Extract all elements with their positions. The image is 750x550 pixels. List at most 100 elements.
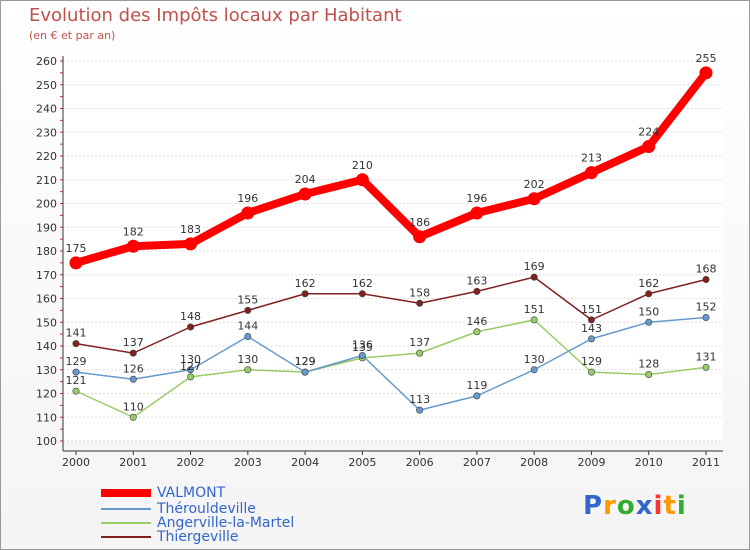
series-line-3 [75, 276, 707, 354]
data-point [184, 237, 198, 251]
data-point [642, 140, 656, 153]
data-label: 119 [466, 379, 487, 392]
data-label: 163 [466, 274, 487, 287]
data-label: 204 [295, 173, 316, 186]
legend-item-valmont: VALMONT [101, 485, 361, 501]
x-tick-label: 2005 [348, 456, 376, 469]
y-tick-label: 150 [36, 316, 57, 329]
data-label: 137 [123, 336, 144, 349]
data-label: 128 [638, 358, 659, 371]
data-point [129, 375, 137, 383]
y-tick-label: 100 [36, 435, 57, 448]
data-point [699, 66, 713, 80]
data-point [244, 306, 252, 314]
data-point [358, 351, 366, 359]
data-label: 162 [352, 277, 373, 290]
data-point [645, 290, 653, 298]
data-label: 168 [696, 263, 717, 276]
x-tick-label: 2001 [119, 456, 147, 469]
chart-title: Evolution des Impôts locaux par Habitant [29, 5, 402, 26]
data-label: 150 [638, 305, 659, 318]
logo-letter: P [583, 491, 604, 521]
data-label: 129 [581, 355, 602, 368]
series-line-1 [75, 316, 707, 411]
data-label: 144 [237, 320, 258, 333]
data-label: 158 [409, 286, 430, 299]
data-label: 162 [295, 277, 316, 290]
y-tick-label: 230 [36, 126, 57, 139]
y-tick-label: 170 [36, 269, 57, 282]
logo-letter: x [635, 491, 654, 521]
data-point [470, 206, 484, 220]
y-tick-label: 110 [36, 411, 57, 424]
legend-swatch-angerville [101, 522, 151, 524]
x-tick-label: 2010 [635, 456, 663, 469]
data-point [301, 290, 309, 298]
data-point [473, 287, 481, 295]
data-point [645, 318, 653, 326]
data-point [530, 273, 538, 281]
data-point [187, 373, 195, 381]
legend-label-thiergeville: Thiergeville [157, 529, 239, 545]
data-label: 151 [581, 303, 602, 316]
legend-label-valmont: VALMONT [157, 485, 226, 501]
data-label: 143 [581, 322, 602, 335]
x-tick-label: 2004 [291, 456, 319, 469]
data-point [416, 299, 424, 307]
x-tick-label: 2007 [463, 456, 491, 469]
x-tick-label: 2011 [692, 456, 720, 469]
legend-item-therouldeville: Thérouldeville [101, 501, 361, 517]
legend-swatch-thiergeville [101, 536, 151, 538]
data-point [413, 230, 427, 244]
logo-letter: t [663, 491, 677, 521]
data-point [587, 335, 595, 343]
data-point [72, 387, 80, 395]
data-label: 127 [180, 360, 201, 373]
x-tick-label: 2003 [234, 456, 262, 469]
data-label: 129 [295, 355, 316, 368]
series-line-2 [75, 319, 707, 418]
data-label: 224 [638, 126, 659, 139]
data-point [241, 206, 255, 220]
series-line-0 [74, 70, 710, 267]
y-tick-label: 190 [36, 221, 57, 234]
data-point [473, 392, 481, 400]
logo-letter: i [653, 491, 664, 521]
logo-letter: r [603, 491, 617, 521]
y-tick-label: 260 [36, 55, 57, 68]
data-label: 129 [66, 355, 87, 368]
data-label: 183 [180, 223, 201, 236]
data-point [416, 406, 424, 414]
data-point [301, 368, 309, 376]
data-point [473, 328, 481, 336]
data-point [244, 332, 252, 340]
x-tick-label: 2000 [62, 456, 90, 469]
y-tick-label: 140 [36, 340, 57, 353]
data-label: 151 [524, 303, 545, 316]
y-tick-label: 160 [36, 293, 57, 306]
y-tick-label: 250 [36, 79, 57, 92]
data-label: 255 [696, 52, 717, 65]
data-point [702, 313, 710, 321]
data-label: 162 [638, 277, 659, 290]
x-tick-label: 2002 [177, 456, 205, 469]
logo-letter: o [616, 491, 636, 521]
data-point [187, 323, 195, 331]
x-tick-label: 2009 [577, 456, 605, 469]
data-label: 131 [696, 350, 717, 363]
data-label: 210 [352, 159, 373, 172]
data-label: 129 [295, 355, 316, 368]
data-point [530, 366, 538, 374]
data-point [416, 349, 424, 357]
data-label: 130 [524, 353, 545, 366]
data-label: 126 [123, 362, 144, 375]
legend-item-thiergeville: Thiergeville [101, 529, 361, 545]
data-label: 110 [123, 400, 144, 413]
data-label: 148 [180, 310, 201, 323]
proxiti-logo: Proxiti [583, 491, 687, 521]
data-label: 186 [409, 216, 430, 229]
data-point [355, 173, 369, 187]
data-label: 169 [524, 260, 545, 273]
data-point [527, 192, 541, 206]
